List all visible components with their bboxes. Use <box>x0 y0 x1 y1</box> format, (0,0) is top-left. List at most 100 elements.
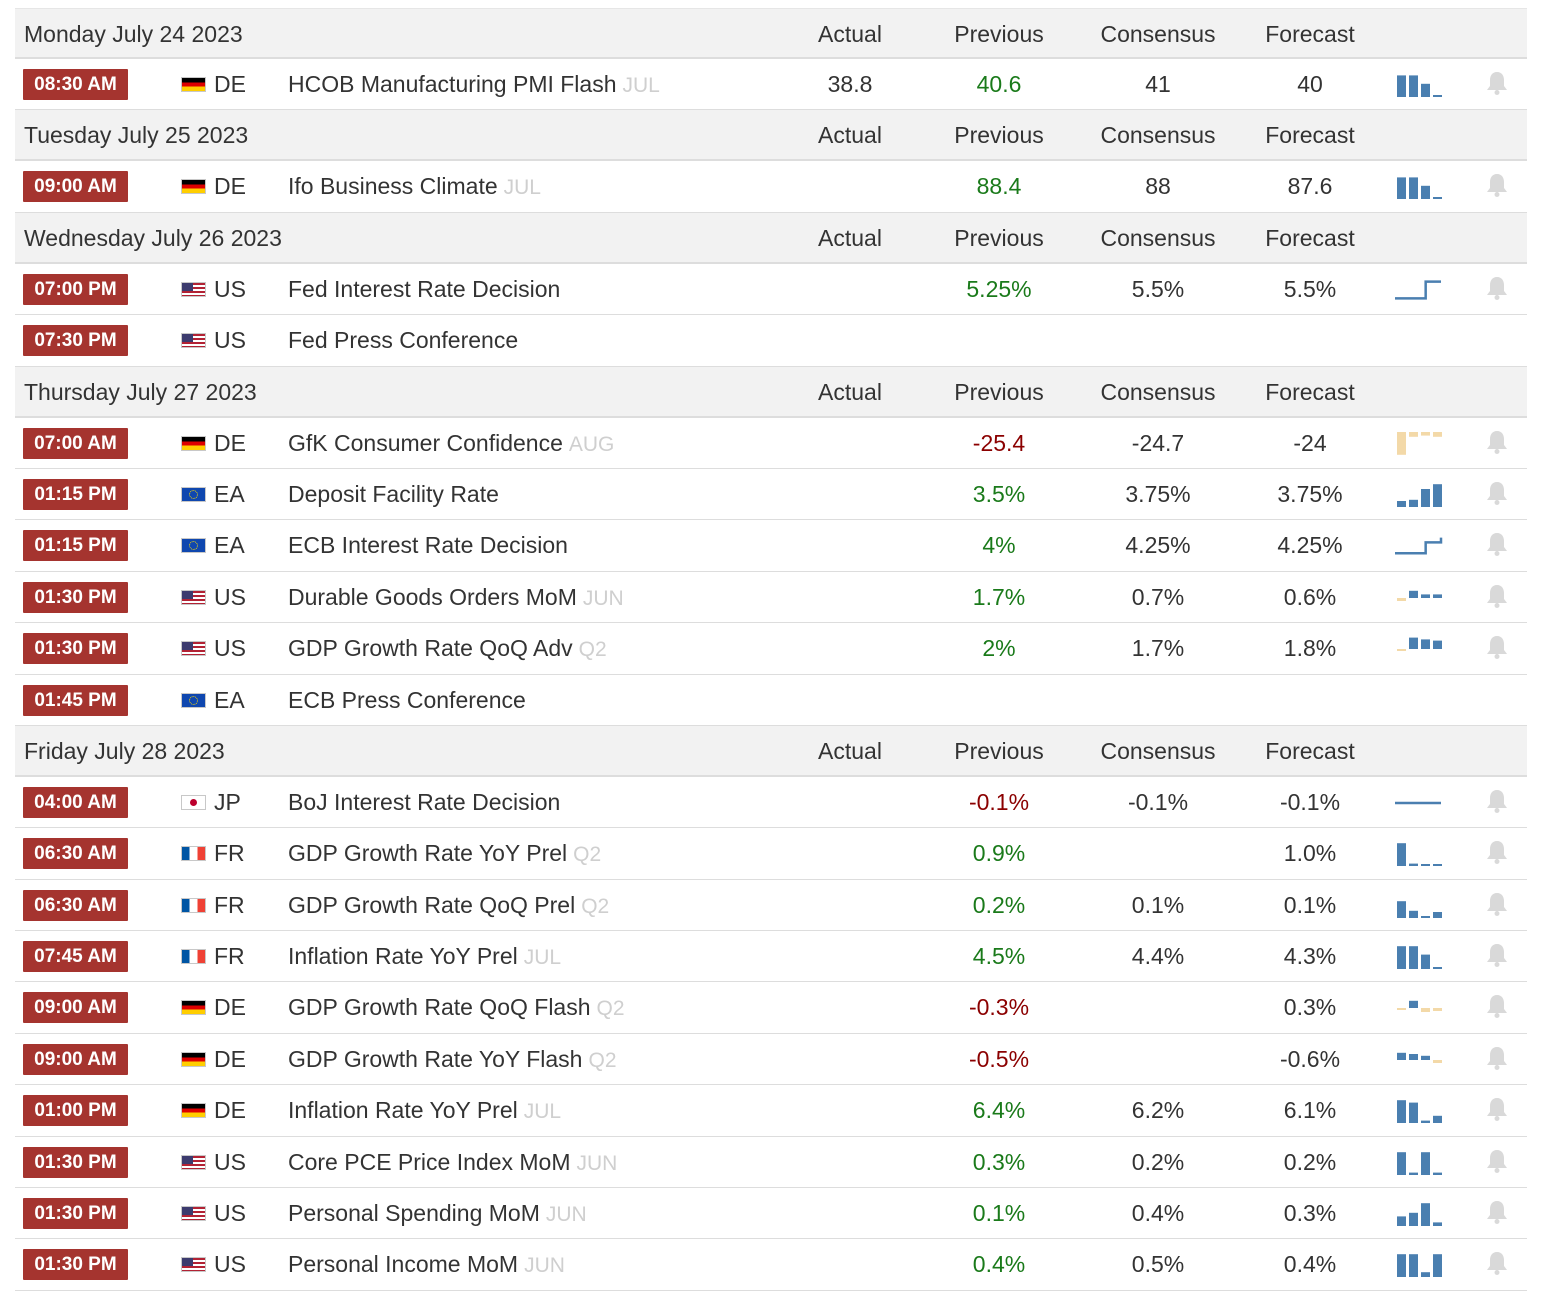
sparkline-bar <box>1433 967 1442 970</box>
sparkline-chart[interactable] <box>1393 838 1443 868</box>
event-name-link[interactable]: GfK Consumer Confidence AUG <box>288 418 614 470</box>
event-row[interactable]: 06:30 AM FR GDP Growth Rate QoQ Prel Q2 0.2%… <box>15 879 1527 932</box>
bell-icon[interactable] <box>1485 1045 1509 1071</box>
event-row[interactable]: 07:30 PM US Fed Press Conference <box>15 315 1527 367</box>
column-header-forecast: Forecast <box>1265 21 1355 47</box>
consensus-value: 1.7% <box>1131 635 1185 662</box>
time-badge: 08:30 AM <box>23 69 128 100</box>
bell-icon[interactable] <box>1485 942 1509 968</box>
event-row[interactable]: 09:00 AM DE GDP Growth Rate YoY Flash Q2 -0.… <box>15 1033 1527 1086</box>
bell-icon[interactable] <box>1485 429 1509 455</box>
sparkline-bar <box>1397 946 1406 970</box>
event-row[interactable]: 01:30 PM US Core PCE Price Index MoM JUN 0.3… <box>15 1136 1527 1189</box>
event-name-link[interactable]: GDP Growth Rate QoQ Adv Q2 <box>288 623 607 675</box>
event-name-link[interactable]: Deposit Facility Rate <box>288 469 505 521</box>
event-row[interactable]: 01:30 PM US GDP Growth Rate QoQ Adv Q2 2% 1.7… <box>15 623 1527 675</box>
bell-icon[interactable] <box>1485 172 1509 198</box>
sparkline-chart[interactable] <box>1393 274 1443 304</box>
event-name-link[interactable]: Core PCE Price Index MoM JUN <box>288 1137 617 1189</box>
sparkline-bar <box>1409 75 1418 97</box>
bell-icon[interactable] <box>1485 531 1509 557</box>
event-row[interactable]: 07:00 PM US Fed Interest Rate Decision 5.25… <box>15 263 1527 316</box>
event-row[interactable]: 01:30 PM US Personal Income MoM JUN 0.4% 0.5%… <box>15 1239 1527 1291</box>
bell-icon[interactable] <box>1485 839 1509 865</box>
sparkline-chart[interactable] <box>1393 1095 1443 1125</box>
sparkline-chart[interactable] <box>1393 1198 1443 1228</box>
event-name-link[interactable]: GDP Growth Rate YoY Prel Q2 <box>288 828 601 880</box>
sparkline-chart[interactable] <box>1393 1147 1443 1177</box>
event-row[interactable]: 04:00 AM JP BoJ Interest Rate Decision -0.1… <box>15 776 1527 829</box>
column-header-actual: Actual <box>818 224 882 251</box>
bell-icon[interactable] <box>1485 70 1509 96</box>
bell-icon[interactable] <box>1485 1250 1509 1276</box>
bell-icon[interactable] <box>1485 275 1509 301</box>
sparkline-chart[interactable] <box>1393 633 1443 663</box>
event-name-link[interactable]: GDP Growth Rate YoY Flash Q2 <box>288 1034 617 1086</box>
bell-icon[interactable] <box>1485 891 1509 917</box>
event-name-link[interactable]: Ifo Business Climate JUL <box>288 161 541 213</box>
event-name-link[interactable]: GDP Growth Rate QoQ Prel Q2 <box>288 880 609 932</box>
event-name-link[interactable]: GDP Growth Rate QoQ Flash Q2 <box>288 982 625 1034</box>
previous-value: -25.4 <box>972 429 1026 456</box>
event-name-link[interactable]: Personal Spending MoM JUN <box>288 1188 587 1240</box>
sparkline-bar <box>1397 500 1406 507</box>
event-row[interactable]: 09:00 AM DE Ifo Business Climate JUL 88.4 88 8… <box>15 161 1527 213</box>
sparkline-chart[interactable] <box>1393 1249 1443 1279</box>
event-name-link[interactable]: Fed Interest Rate Decision <box>288 264 566 316</box>
event-row[interactable]: 01:15 PM EA Deposit Facility Rate 3.5% 3.75%… <box>15 468 1527 521</box>
time-badge: 01:30 PM <box>23 633 128 665</box>
event-row[interactable]: 07:00 AM DE GfK Consumer Confidence AUG -25.… <box>15 417 1527 470</box>
event-name-link[interactable]: ECB Interest Rate Decision <box>288 520 574 572</box>
sparkline-chart[interactable] <box>1393 530 1443 560</box>
previous-value: 40.6 <box>976 71 1022 97</box>
sparkline-chart[interactable] <box>1393 1044 1443 1074</box>
time-badge: 06:30 AM <box>23 889 128 921</box>
sparkline-chart[interactable] <box>1393 171 1443 201</box>
event-row[interactable]: 01:30 PM US Durable Goods Orders MoM JUN 1.7… <box>15 571 1527 624</box>
event-period: JUL <box>622 74 660 97</box>
sparkline-chart[interactable] <box>1393 69 1443 99</box>
event-row[interactable]: 01:30 PM US Personal Spending MoM JUN 0.1% 0.… <box>15 1188 1527 1240</box>
sparkline-chart[interactable] <box>1393 582 1443 612</box>
flag-icon-fr <box>181 949 206 965</box>
sparkline-bar <box>1409 910 1418 918</box>
sparkline-chart[interactable] <box>1393 479 1443 509</box>
event-row[interactable]: 01:15 PM EA ECB Interest Rate Decision 4% 4.… <box>15 520 1527 572</box>
event-name-link[interactable]: HCOB Manufacturing PMI Flash JUL <box>288 59 660 111</box>
event-name-link[interactable]: ECB Press Conference <box>288 675 532 727</box>
sparkline-chart[interactable] <box>1393 992 1443 1022</box>
bell-icon[interactable] <box>1485 1199 1509 1225</box>
bell-icon[interactable] <box>1485 634 1509 660</box>
column-header-forecast: Forecast <box>1265 122 1355 149</box>
flag-icon-fr <box>181 846 206 862</box>
sparkline-chart[interactable] <box>1393 941 1443 971</box>
sparkline-chart[interactable] <box>1393 787 1443 817</box>
event-name: Core PCE Price Index MoM <box>288 1148 571 1175</box>
bell-icon[interactable] <box>1485 583 1509 609</box>
bell-icon[interactable] <box>1485 993 1509 1019</box>
time-badge: 01:15 PM <box>23 530 128 562</box>
event-row[interactable]: 06:30 AM FR GDP Growth Rate YoY Prel Q2 0.9%… <box>15 828 1527 880</box>
bell-icon[interactable] <box>1485 788 1509 814</box>
sparkline-bar <box>1421 431 1430 436</box>
event-row[interactable]: 09:00 AM DE GDP Growth Rate QoQ Flash Q2 -0.… <box>15 982 1527 1034</box>
bell-icon[interactable] <box>1485 480 1509 506</box>
sparkline-bar <box>1433 640 1442 650</box>
event-row[interactable]: 01:45 PM EA ECB Press Conference <box>15 674 1527 727</box>
event-name-link[interactable]: Inflation Rate YoY Prel JUL <box>288 931 561 983</box>
sparkline-bar <box>1409 590 1418 598</box>
sparkline-chart[interactable] <box>1393 428 1443 458</box>
event-name-link[interactable]: BoJ Interest Rate Decision <box>288 777 566 829</box>
bell-icon[interactable] <box>1485 1148 1509 1174</box>
event-row[interactable]: 01:00 PM DE Inflation Rate YoY Prel JUL 6.4%… <box>15 1085 1527 1137</box>
event-row[interactable]: 07:45 AM FR Inflation Rate YoY Prel JUL 4.5%… <box>15 931 1527 983</box>
forecast-value: 87.6 <box>1287 173 1333 200</box>
event-name-link[interactable]: Personal Income MoM JUN <box>288 1239 565 1291</box>
sparkline-chart[interactable] <box>1393 890 1443 920</box>
event-name-link[interactable]: Inflation Rate YoY Prel JUL <box>288 1085 561 1137</box>
event-row[interactable]: 08:30 AM DE HCOB Manufacturing PMI Flash JU… <box>15 59 1527 111</box>
event-name-link[interactable]: Fed Press Conference <box>288 315 524 367</box>
event-name-link[interactable]: Durable Goods Orders MoM JUN <box>288 572 624 624</box>
bell-icon[interactable] <box>1485 1096 1509 1122</box>
sparkline-bar <box>1433 594 1442 598</box>
